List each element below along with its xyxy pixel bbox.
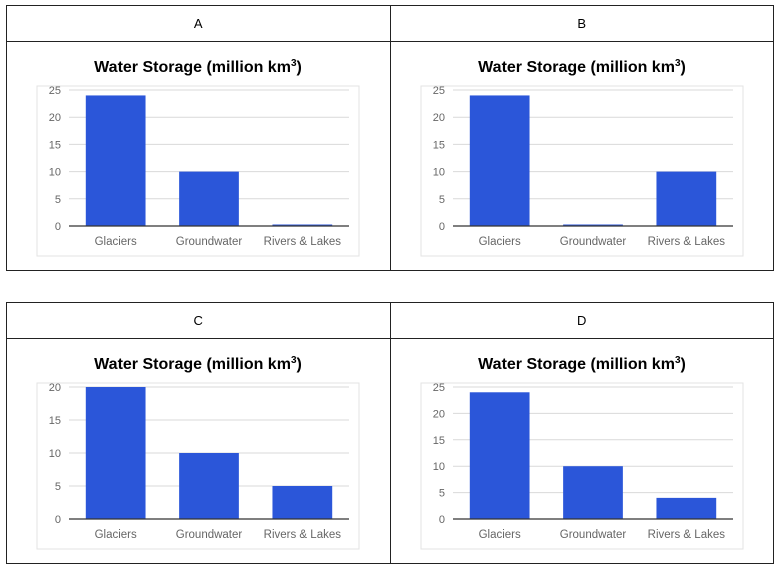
chart-c: Water Storage (million km3) 0 5 10 15 20 Glaci…: [36, 355, 360, 550]
panel-header-c: C: [6, 302, 391, 339]
chart-title-sup: 3: [291, 58, 297, 69]
y-tick-label: 15: [49, 139, 61, 151]
panel-header-b: B: [389, 5, 774, 42]
plot-frame: [420, 382, 743, 550]
panel-a: Water Storage (million km3) 0 5 10 15 20 25 Gla…: [6, 41, 391, 271]
chart-title-end: ): [680, 59, 685, 76]
x-category-label: Rivers & Lakes: [264, 236, 342, 248]
x-category-label: Glaciers: [478, 236, 520, 248]
chart-a: Water Storage (million km3) 0 5 10 15 20 25 Gla…: [36, 58, 360, 257]
y-tick-label: 25: [432, 382, 444, 394]
x-category-label: Glaciers: [478, 529, 520, 541]
x-category-label: Rivers & Lakes: [647, 529, 725, 541]
bottom-table: C D Water Storage (million km3) 0 5 10 15 20 G…: [6, 302, 774, 564]
y-tick-label: 5: [438, 488, 444, 500]
x-category-label: Groundwater: [176, 236, 243, 248]
plot-frame: [36, 382, 360, 550]
y-tick-label: 20: [49, 382, 61, 394]
panel-label-a: A: [193, 16, 203, 31]
chart-title: Water Storage (million km3): [94, 58, 302, 76]
panel-label-d: D: [577, 313, 587, 328]
y-tick-label: 10: [432, 461, 444, 473]
panel-b: Water Storage (million km3) 0 5 10 15 20 25 Gla…: [389, 41, 774, 271]
y-tick-label: 0: [438, 514, 444, 526]
chart-title-main: Water Storage (million km: [478, 356, 675, 373]
y-tick-label: 15: [49, 415, 61, 427]
y-tick-label: 10: [49, 167, 61, 179]
bar-rivers-lakes: [655, 497, 716, 519]
y-tick-label: 25: [49, 85, 61, 97]
panel-c: Water Storage (million km3) 0 5 10 15 20 Glaci…: [6, 338, 391, 564]
panel-header-a: A: [6, 5, 391, 42]
chart-title-end: ): [297, 356, 302, 373]
chart-title-main: Water Storage (million km: [94, 356, 291, 373]
x-category-label: Glaciers: [95, 529, 137, 541]
chart-d: Water Storage (million km3) 0 5 10 15 20 25 Gla…: [420, 355, 743, 550]
y-tick-label: 20: [432, 408, 444, 420]
y-tick-label: 5: [438, 194, 444, 206]
top-table: A B Water Storage (million km3) 0 5 10 15 20 2…: [6, 5, 774, 271]
chart-title: Water Storage (million km3): [478, 58, 686, 76]
bar-rivers-lakes: [272, 486, 333, 519]
panel-d: Water Storage (million km3) 0 5 10 15 20 25 Gla…: [389, 338, 774, 564]
x-category-label: Rivers & Lakes: [264, 529, 342, 541]
bar-groundwater: [562, 466, 623, 519]
bar-rivers-lakes: [272, 224, 333, 226]
x-category-label: Rivers & Lakes: [647, 236, 725, 248]
y-tick-label: 0: [55, 221, 61, 233]
chart-title-sup: 3: [291, 355, 297, 366]
plot-frame: [420, 85, 743, 257]
panel-header-d: D: [389, 302, 774, 339]
y-tick-label: 0: [55, 514, 61, 526]
bar-groundwater: [179, 171, 239, 226]
plot-frame: [36, 85, 360, 257]
chart-title-end: ): [680, 356, 685, 373]
x-category-label: Groundwater: [176, 529, 243, 541]
y-tick-label: 0: [438, 221, 444, 233]
chart-title-main: Water Storage (million km: [478, 59, 675, 76]
y-tick-label: 15: [432, 435, 444, 447]
y-tick-label: 20: [49, 112, 61, 124]
bar-glaciers: [85, 387, 146, 519]
chart-b: Water Storage (million km3) 0 5 10 15 20 25 Gla…: [420, 58, 743, 257]
chart-title: Water Storage (million km3): [94, 355, 302, 373]
y-tick-label: 25: [432, 85, 444, 97]
x-category-label: Glaciers: [95, 236, 137, 248]
chart-title-end: ): [297, 59, 302, 76]
y-tick-label: 10: [49, 448, 61, 460]
bar-rivers-lakes: [655, 171, 716, 226]
y-tick-label: 5: [55, 481, 61, 493]
chart-title-main: Water Storage (million km: [94, 59, 291, 76]
chart-title: Water Storage (million km3): [478, 355, 686, 373]
bar-groundwater: [562, 224, 623, 226]
y-tick-label: 5: [55, 194, 61, 206]
y-tick-label: 15: [432, 139, 444, 151]
bar-glaciers: [469, 392, 530, 519]
x-category-label: Groundwater: [559, 529, 626, 541]
panel-label-b: B: [577, 16, 587, 31]
chart-title-sup: 3: [674, 58, 680, 69]
bar-glaciers: [85, 95, 146, 226]
y-tick-label: 10: [432, 167, 444, 179]
bar-groundwater: [179, 453, 239, 519]
chart-title-sup: 3: [674, 355, 680, 366]
y-tick-label: 20: [432, 112, 444, 124]
panel-label-c: C: [193, 313, 203, 328]
x-category-label: Groundwater: [559, 236, 626, 248]
bar-glaciers: [469, 95, 530, 226]
